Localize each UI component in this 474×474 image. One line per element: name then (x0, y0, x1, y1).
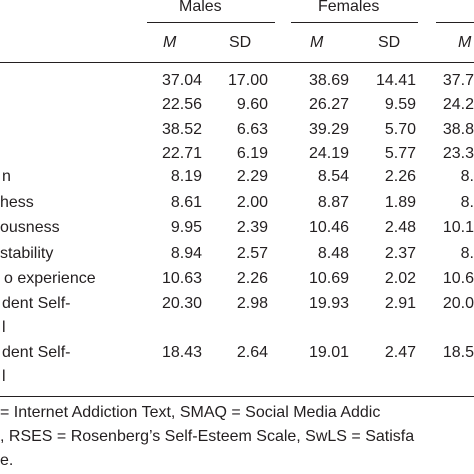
table-cell: 17.00 (227, 72, 268, 89)
table-cell: 10.63 (161, 270, 202, 287)
table-cell: 2.29 (236, 168, 268, 185)
table-cell: 2.48 (384, 219, 416, 236)
table-cell: 2.64 (236, 344, 268, 361)
table-cell: 9.60 (236, 96, 268, 113)
group-rule-males (147, 22, 275, 23)
subheader-sd-females: SD (378, 34, 401, 51)
group-rule-third (436, 22, 474, 23)
table-cell: 18.43 (161, 344, 202, 361)
table-note-line-3: e. (0, 452, 14, 469)
table-cell: 10.1 (442, 219, 474, 236)
table-cell: 2.98 (236, 295, 268, 312)
subheader-m-males: M (163, 34, 177, 51)
table-cell: 8.54 (317, 168, 349, 185)
table-cell: 10.6 (442, 270, 474, 287)
table-cell: 37.7 (442, 72, 474, 89)
subheader-m-third: M (458, 34, 472, 51)
row-label: n (2, 168, 11, 185)
subheader-m-females: M (310, 34, 324, 51)
subheader-sd-males: SD (229, 34, 252, 51)
table-cell: 10.46 (308, 219, 349, 236)
table-cell: 8.61 (170, 194, 202, 211)
table-cell: 19.93 (308, 295, 349, 312)
row-label: l (2, 319, 6, 336)
row-label: hess (0, 194, 34, 211)
table-cell: 37.04 (161, 72, 202, 89)
table-cell: 2.02 (384, 270, 416, 287)
table-cell: 8. (460, 194, 474, 211)
group-header-males: Males (179, 0, 222, 15)
row-label: dent Self- (2, 344, 71, 361)
table-cell: 14.41 (375, 72, 416, 89)
table-note-line-2: , RSES = Rosenberg’s Self-Esteem Scale, … (0, 428, 415, 445)
row-label: ousness (0, 219, 60, 236)
row-label: o experience (4, 270, 96, 287)
table-bottom-rule (0, 396, 474, 397)
table-cell: 2.57 (236, 245, 268, 262)
table-cell: 6.19 (236, 145, 268, 162)
table-cell: 6.63 (236, 121, 268, 138)
table-cell: 22.71 (161, 145, 202, 162)
table-cell: 2.00 (236, 194, 268, 211)
group-rule-females (291, 22, 418, 23)
table-cell: 24.2 (442, 96, 474, 113)
table-cell: 2.39 (236, 219, 268, 236)
table-cell: 2.37 (384, 245, 416, 262)
table-cell: 24.19 (308, 145, 349, 162)
table-cell: 8. (460, 168, 474, 185)
table-cell: 9.95 (170, 219, 202, 236)
row-label: dent Self- (2, 295, 71, 312)
table-cell: 9.59 (384, 96, 416, 113)
table-cell: 19.01 (308, 344, 349, 361)
table-cell: 2.26 (236, 270, 268, 287)
table-cell: 5.77 (384, 145, 416, 162)
table-cell: 2.47 (384, 344, 416, 361)
table-note-line-1: = Internet Addiction Text, SMAQ = Social… (0, 404, 381, 421)
table-cell: 5.70 (384, 121, 416, 138)
row-label: stability (0, 245, 54, 262)
table-cell: 38.8 (442, 121, 474, 138)
table-cell: 20.30 (161, 295, 202, 312)
table-cell: 22.56 (161, 96, 202, 113)
table-cell: 39.29 (308, 121, 349, 138)
table-cell: 8.19 (170, 168, 202, 185)
row-label: l (2, 368, 6, 385)
group-header-females: Females (318, 0, 380, 15)
table-cell: 1.89 (384, 194, 416, 211)
table-cell: 8.48 (317, 245, 349, 262)
table-cell: 38.69 (308, 72, 349, 89)
table-cell: 26.27 (308, 96, 349, 113)
table-cell: 10.69 (308, 270, 349, 287)
table-cell: 2.26 (384, 168, 416, 185)
table-cell: 18.5 (442, 344, 474, 361)
table-cell: 8. (460, 245, 474, 262)
table-cell: 38.52 (161, 121, 202, 138)
table-cell: 8.87 (317, 194, 349, 211)
table-cell: 23.3 (442, 145, 474, 162)
table-cell: 2.91 (384, 295, 416, 312)
header-rule (0, 62, 474, 63)
table-cell: 20.0 (442, 295, 474, 312)
table-cell: 8.94 (170, 245, 202, 262)
